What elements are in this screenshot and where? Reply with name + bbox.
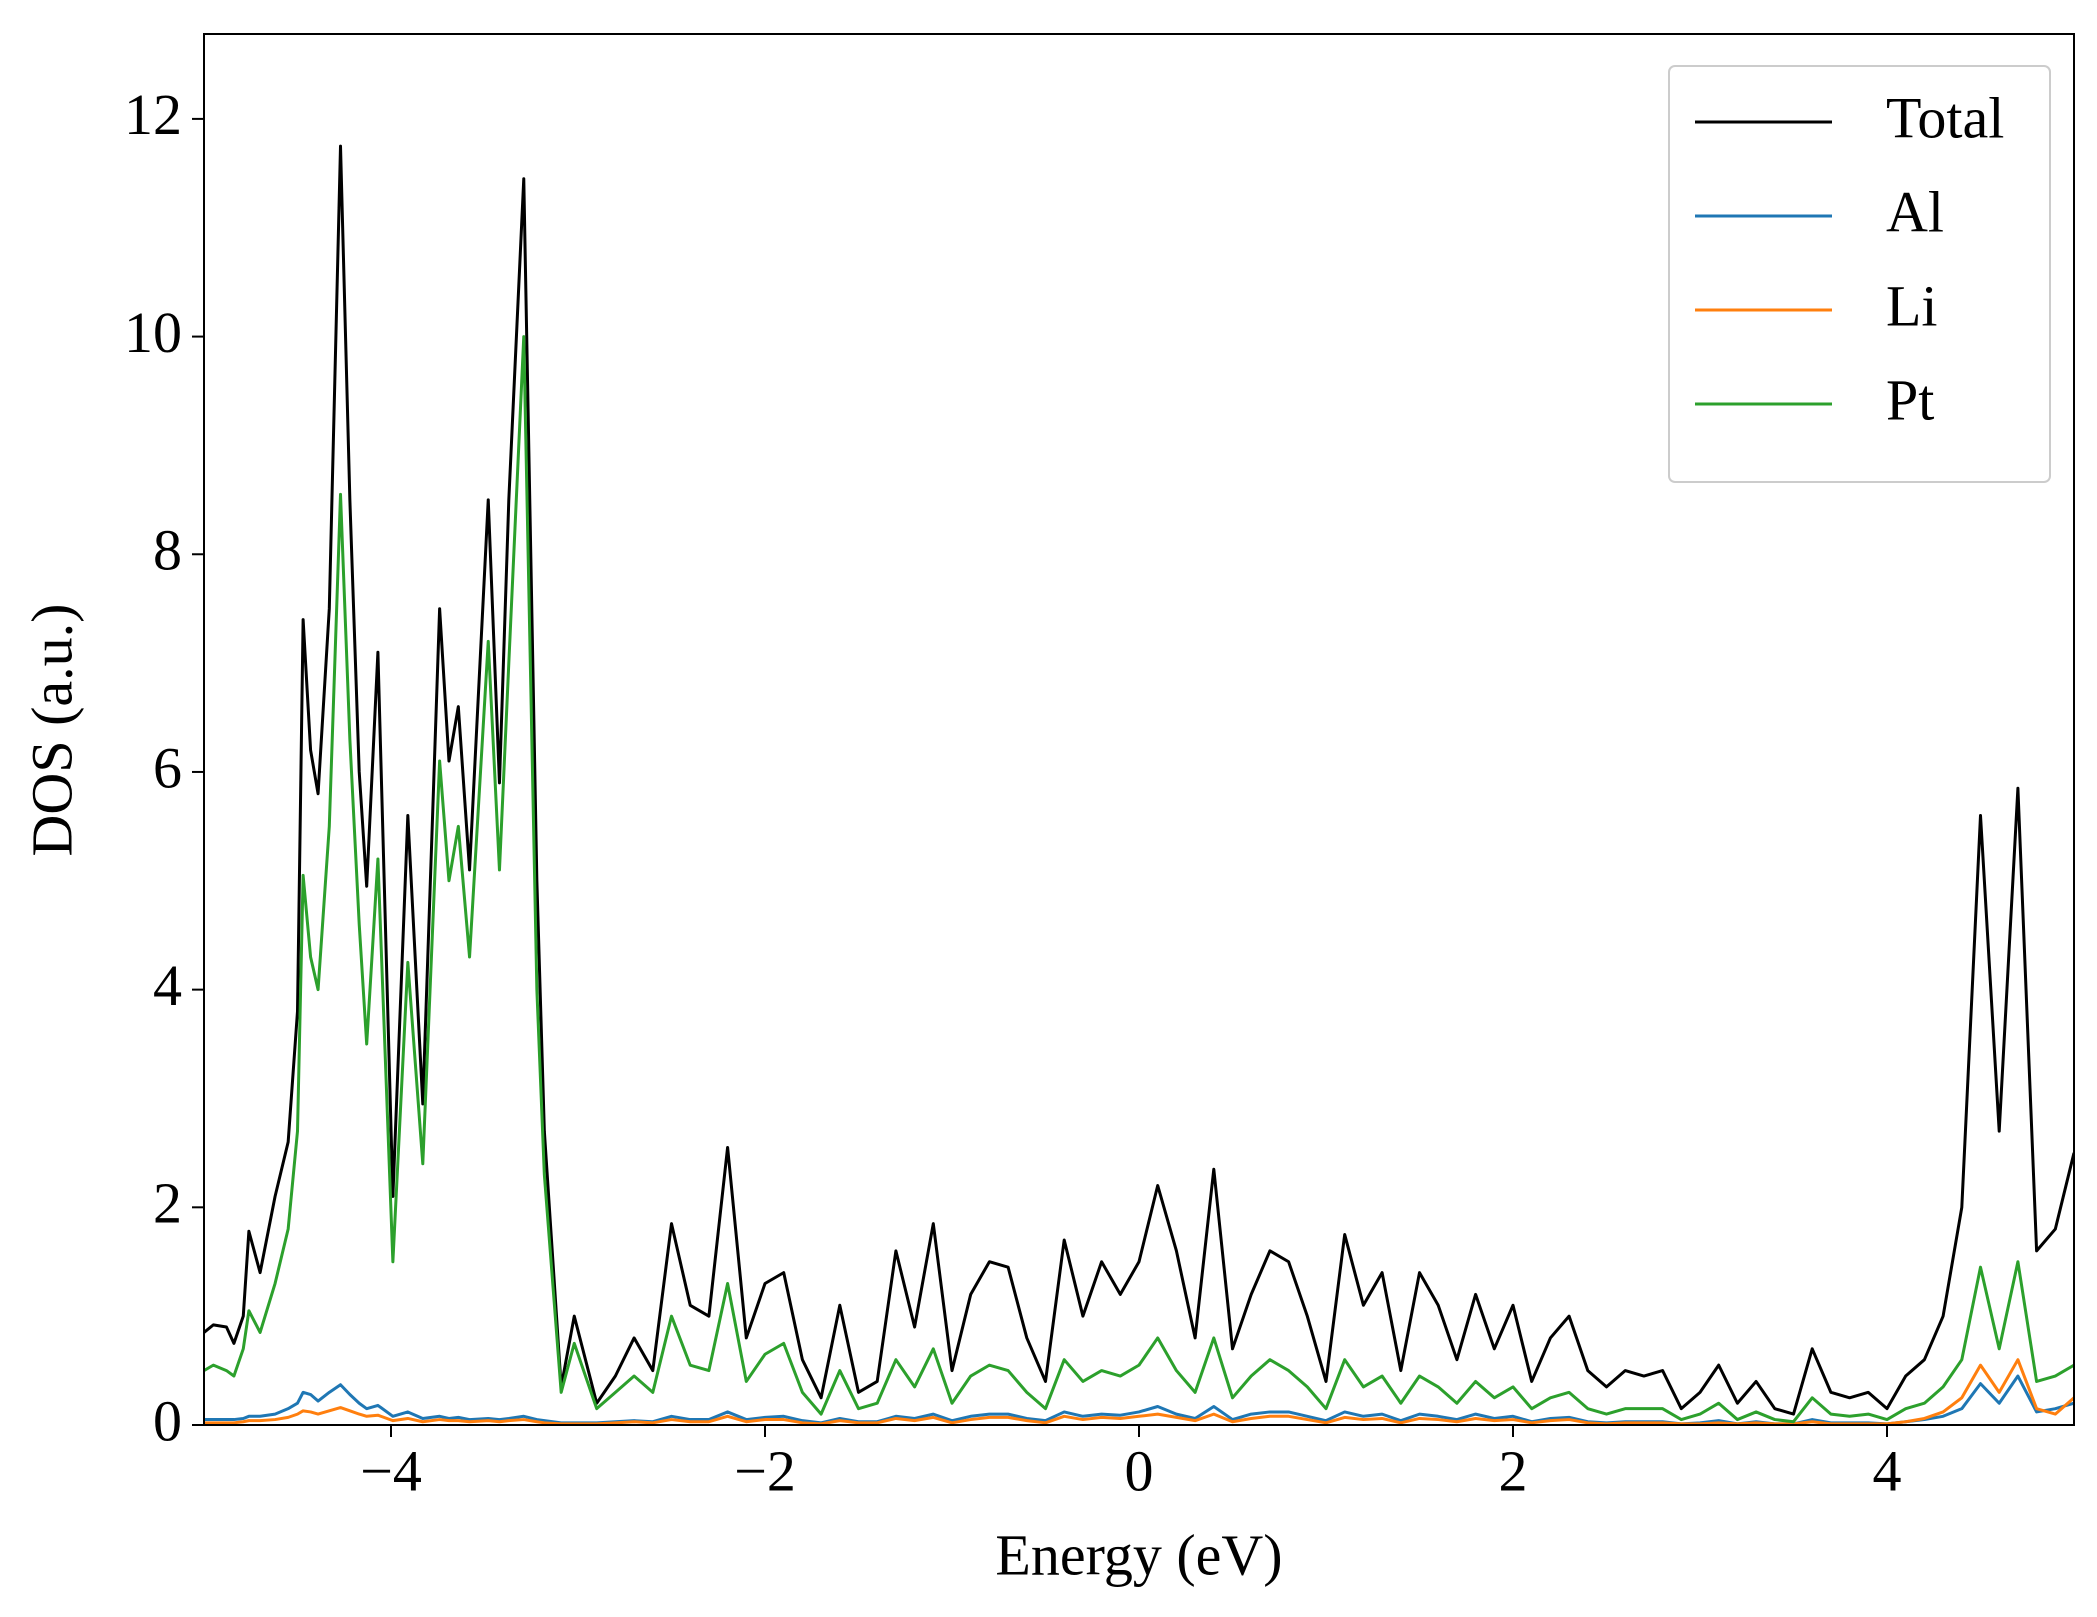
x-tick-label: −4 [360, 1438, 422, 1503]
y-tick-label: 12 [124, 82, 182, 147]
line-series [204, 335, 2074, 1424]
legend-label: Total [1886, 85, 2004, 150]
x-tick-label: 2 [1499, 1438, 1528, 1503]
y-axis-label: DOS (a.u.) [19, 604, 84, 857]
legend-label: Li [1886, 273, 1938, 338]
y-tick-label: 4 [153, 953, 182, 1018]
line-series [204, 144, 2074, 1416]
line-series [204, 1374, 2074, 1425]
legend-box [1668, 65, 2051, 483]
y-tick-label: 2 [153, 1171, 182, 1236]
y-tick-label: 6 [153, 735, 182, 800]
x-tick-label: 4 [1873, 1438, 1902, 1503]
plot-frame [203, 33, 2075, 1426]
x-axis-label: Energy (eV) [995, 1522, 1282, 1587]
legend-label: Al [1886, 179, 1944, 244]
legend-label: Pt [1886, 367, 1934, 432]
y-tick-label: 8 [153, 518, 182, 583]
x-tick-label: 0 [1125, 1438, 1154, 1503]
y-tick-label: 10 [124, 300, 182, 365]
x-tick-label: −2 [734, 1438, 796, 1503]
line-series [204, 1358, 2074, 1425]
y-tick-label: 0 [153, 1388, 182, 1453]
